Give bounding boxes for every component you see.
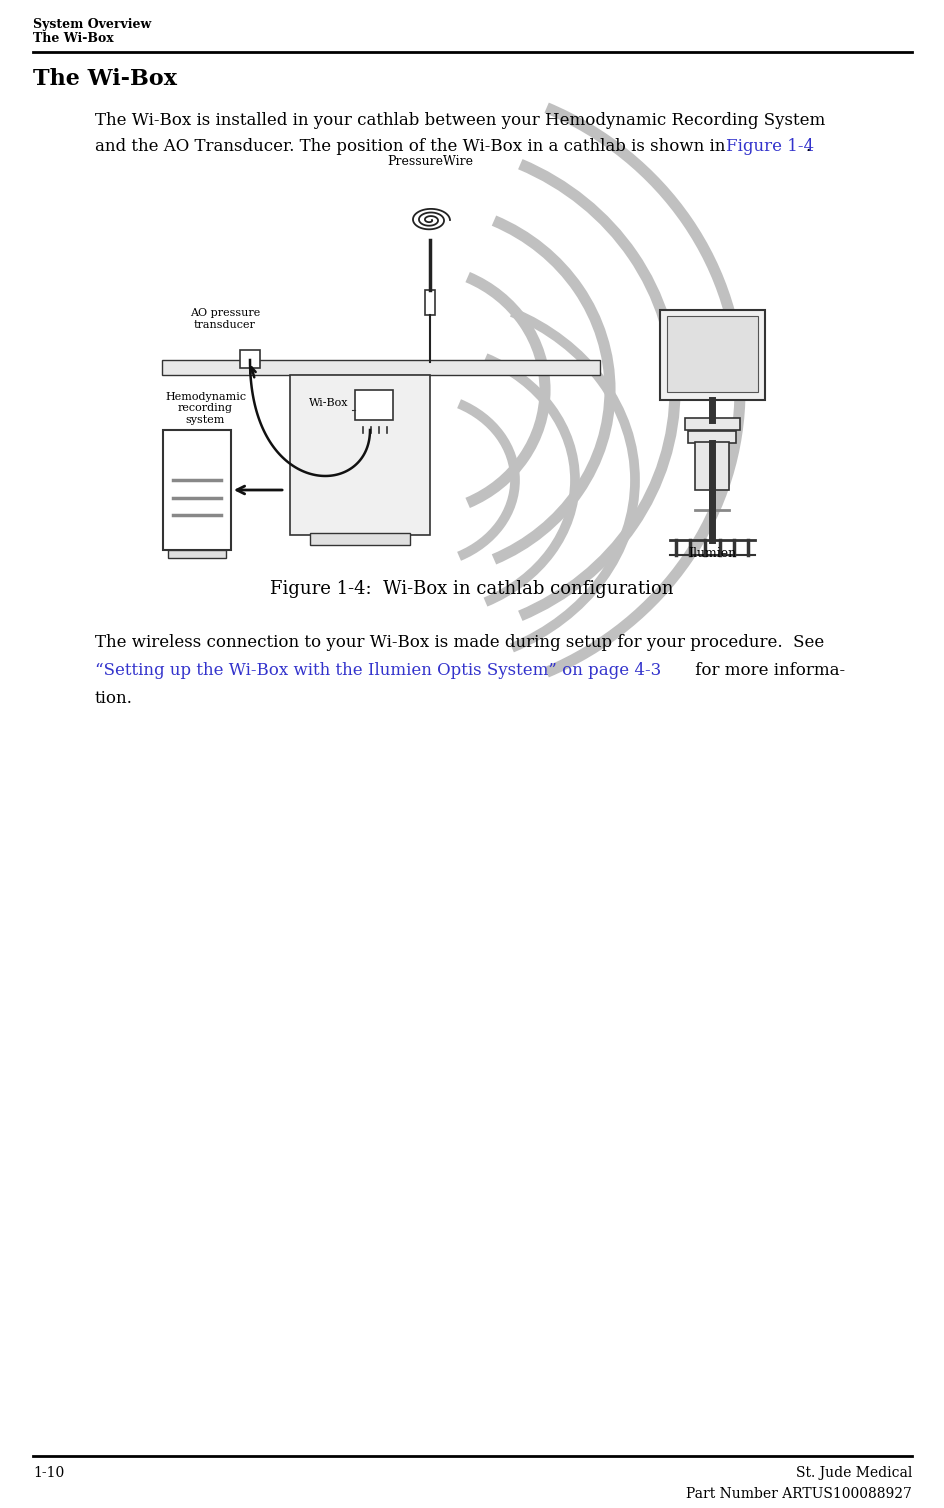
Text: The Wi-Box: The Wi-Box	[33, 68, 177, 90]
Bar	[290, 375, 430, 535]
Text: Figure 1-4: Figure 1-4	[725, 139, 814, 155]
Bar	[425, 290, 434, 315]
Bar	[355, 391, 393, 421]
Bar	[694, 442, 728, 490]
Text: for more informa-: for more informa-	[689, 662, 844, 679]
Text: PressureWire: PressureWire	[387, 155, 473, 167]
Text: “Setting up the Wi-Box with the Ilumien Optis System” on page 4-3: “Setting up the Wi-Box with the Ilumien …	[95, 662, 661, 679]
Text: The wireless connection to your Wi-Box is made during setup for your procedure. : The wireless connection to your Wi-Box i…	[95, 633, 823, 651]
Text: and the AO Transducer. The position of the Wi-Box in a cathlab is shown in: and the AO Transducer. The position of t…	[95, 139, 730, 155]
Text: St. Jude Medical: St. Jude Medical	[795, 1466, 911, 1479]
Bar	[161, 360, 599, 375]
Text: System Overview: System Overview	[33, 18, 151, 32]
Text: Wi-Box: Wi-Box	[308, 398, 347, 409]
Text: tion.: tion.	[95, 691, 133, 707]
Text: AO pressure
transducer: AO pressure transducer	[190, 309, 260, 330]
Bar	[310, 532, 410, 544]
Bar	[659, 311, 765, 400]
Bar	[666, 317, 757, 392]
Bar	[162, 430, 230, 550]
Bar	[687, 431, 735, 443]
Text: Figure 1-4:  Wi-Box in cathlab configuration: Figure 1-4: Wi-Box in cathlab configurat…	[270, 581, 673, 599]
Text: 1-10: 1-10	[33, 1466, 64, 1479]
Text: Hemodynamic
recording
system: Hemodynamic recording system	[165, 392, 245, 425]
Text: Ilumien: Ilumien	[687, 547, 735, 559]
Text: .: .	[804, 139, 809, 155]
Text: Part Number ARTUS100088927: Part Number ARTUS100088927	[685, 1487, 911, 1500]
Bar	[240, 350, 260, 368]
Text: The Wi-Box: The Wi-Box	[33, 32, 113, 45]
Bar	[684, 418, 739, 430]
Bar	[168, 550, 226, 558]
Text: The Wi-Box is installed in your cathlab between your Hemodynamic Recording Syste: The Wi-Box is installed in your cathlab …	[95, 112, 824, 130]
